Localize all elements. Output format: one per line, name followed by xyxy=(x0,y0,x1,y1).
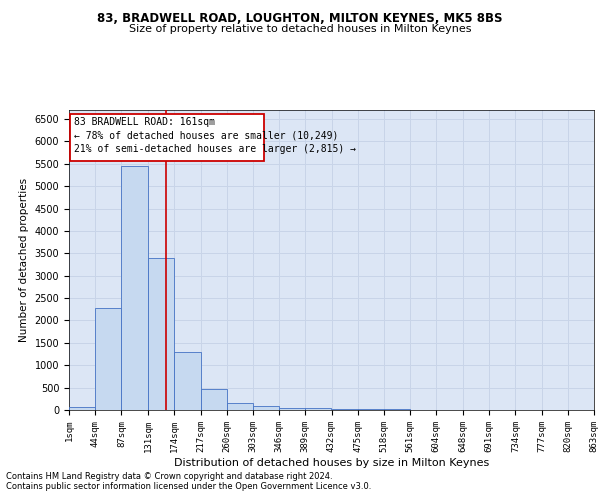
Bar xyxy=(227,402,253,410)
Bar xyxy=(253,406,279,410)
Text: 83, BRADWELL ROAD, LOUGHTON, MILTON KEYNES, MK5 8BS: 83, BRADWELL ROAD, LOUGHTON, MILTON KEYN… xyxy=(97,12,503,26)
Bar xyxy=(331,408,358,410)
Bar xyxy=(95,308,121,410)
Bar xyxy=(279,408,305,410)
Bar xyxy=(148,258,175,410)
Text: 21% of semi-detached houses are larger (2,815) →: 21% of semi-detached houses are larger (… xyxy=(74,144,356,154)
Text: ← 78% of detached houses are smaller (10,249): ← 78% of detached houses are smaller (10… xyxy=(74,130,338,140)
Text: 83 BRADWELL ROAD: 161sqm: 83 BRADWELL ROAD: 161sqm xyxy=(74,117,215,127)
Bar xyxy=(358,409,384,410)
Y-axis label: Number of detached properties: Number of detached properties xyxy=(19,178,29,342)
Bar xyxy=(175,352,200,410)
Bar xyxy=(305,408,331,410)
Text: Size of property relative to detached houses in Milton Keynes: Size of property relative to detached ho… xyxy=(129,24,471,34)
X-axis label: Distribution of detached houses by size in Milton Keynes: Distribution of detached houses by size … xyxy=(174,458,489,468)
Text: Contains HM Land Registry data © Crown copyright and database right 2024.: Contains HM Land Registry data © Crown c… xyxy=(6,472,332,481)
Bar xyxy=(69,406,95,410)
Text: Contains public sector information licensed under the Open Government Licence v3: Contains public sector information licen… xyxy=(6,482,371,491)
FancyBboxPatch shape xyxy=(70,114,264,161)
Bar xyxy=(121,166,148,410)
Bar xyxy=(200,388,227,410)
